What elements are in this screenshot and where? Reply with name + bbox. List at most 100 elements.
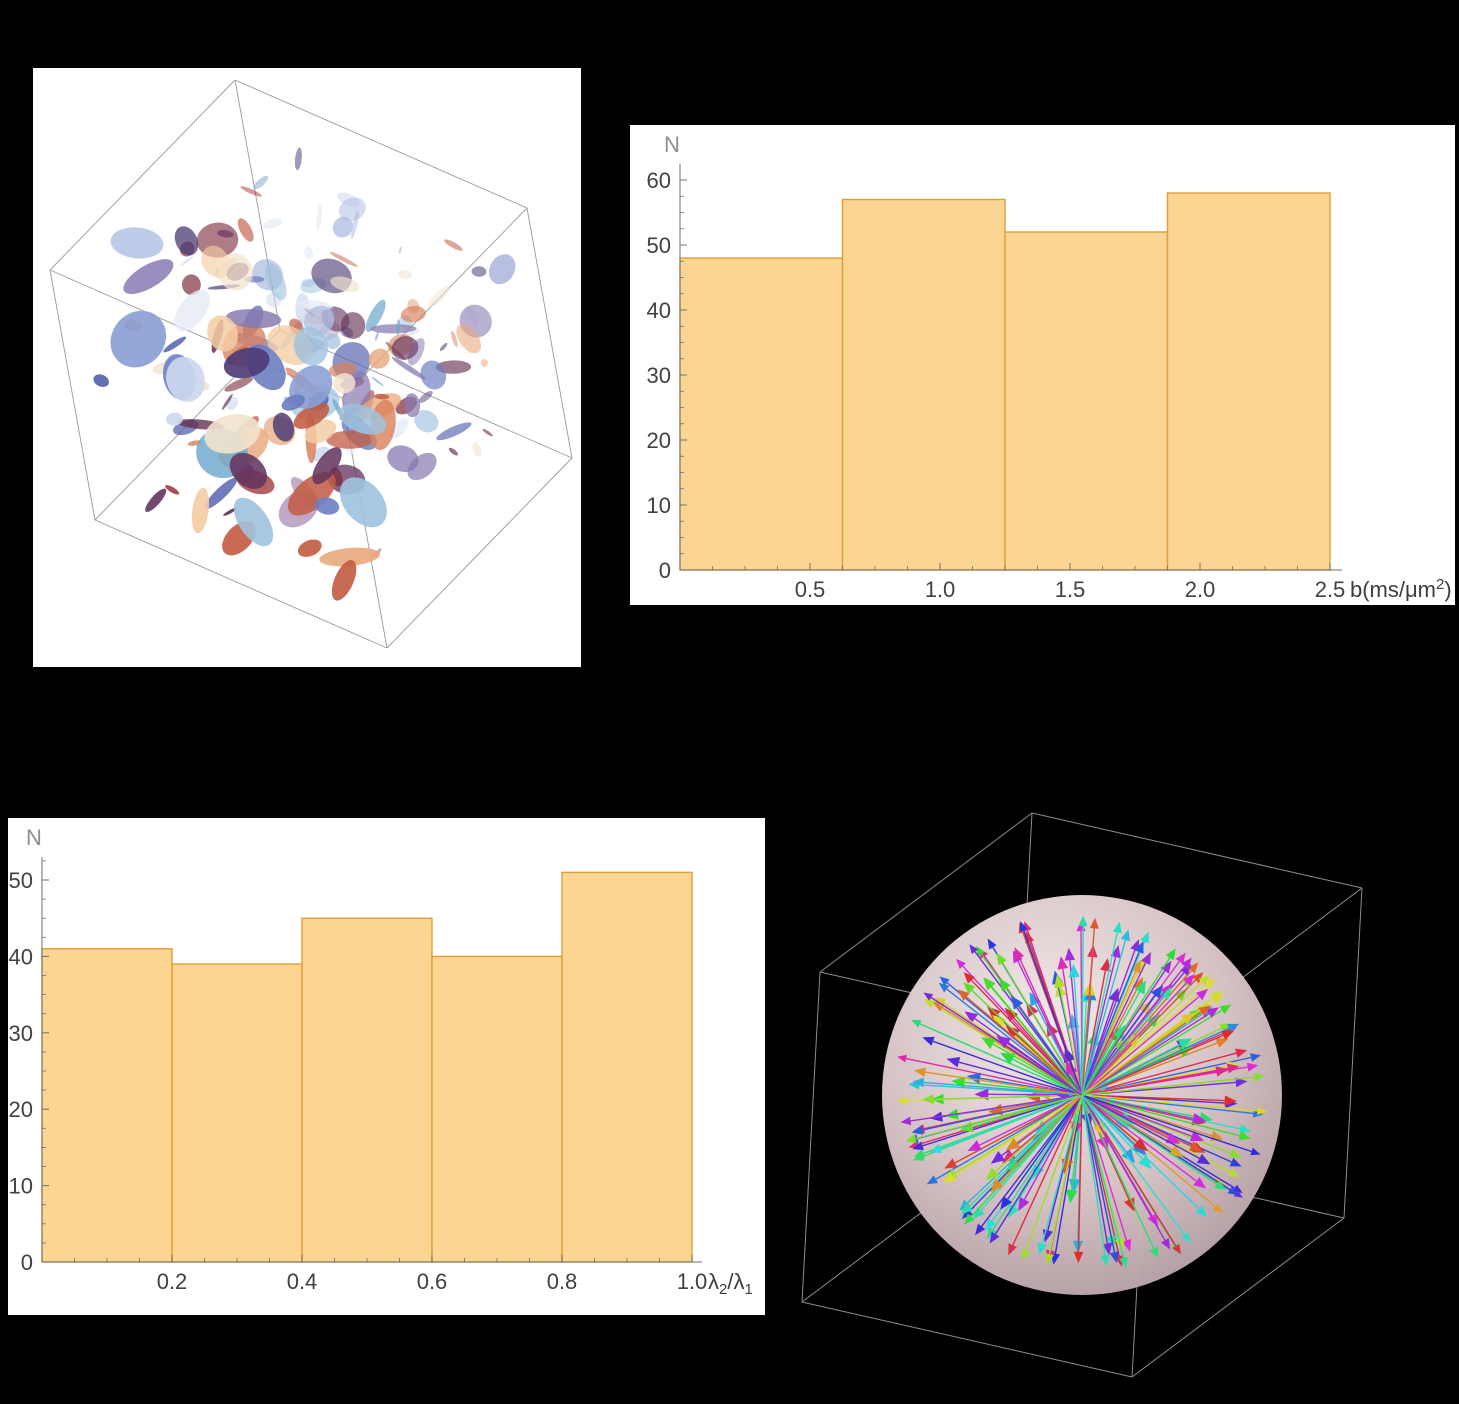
direction-arrow-head bbox=[1000, 1052, 1016, 1065]
tensor-glyph bbox=[166, 412, 183, 426]
direction-arrow-shaft bbox=[922, 1094, 1083, 1147]
direction-arrow-head bbox=[1172, 1244, 1181, 1255]
direction-arrow-head bbox=[1210, 991, 1222, 1002]
box-edge bbox=[49, 269, 96, 521]
direction-sphere-panel bbox=[800, 800, 1420, 1400]
direction-arrow-head bbox=[961, 1207, 973, 1220]
tensor-glyph bbox=[165, 485, 180, 495]
direction-arrow-head bbox=[896, 1096, 907, 1105]
direction-arrow-shaft bbox=[1081, 1094, 1116, 1253]
tensor-glyph bbox=[332, 216, 353, 238]
box-edge bbox=[1343, 887, 1363, 1219]
direction-arrow-shaft bbox=[1007, 1094, 1083, 1200]
direction-arrow-head bbox=[1037, 1242, 1048, 1256]
direction-arrow-shaft bbox=[954, 1094, 1083, 1164]
direction-arrow-head bbox=[938, 982, 950, 993]
direction-arrow-head bbox=[1183, 974, 1195, 986]
direction-arrow-shaft bbox=[1081, 1094, 1225, 1102]
direction-arrow-shaft bbox=[1077, 1094, 1083, 1252]
histogram-bar bbox=[431, 955, 563, 1263]
direction-arrow-shaft bbox=[915, 1094, 1083, 1140]
direction-arrow-shaft bbox=[1081, 1094, 1200, 1160]
direction-arrow-head bbox=[1112, 921, 1122, 934]
direction-arrow-head bbox=[1193, 1177, 1207, 1189]
direction-arrow-head bbox=[1239, 1124, 1252, 1134]
direction-arrow-shaft bbox=[1041, 1094, 1083, 1244]
x-tick-label: 1.0 bbox=[925, 577, 956, 602]
tensor-glyph bbox=[281, 394, 305, 411]
direction-arrow-head bbox=[1212, 1203, 1224, 1214]
direction-arrow-shaft bbox=[978, 1094, 1083, 1146]
tensor-glyph bbox=[480, 359, 488, 367]
direction-arrow-head bbox=[1187, 962, 1199, 974]
direction-arrow-head bbox=[975, 945, 985, 957]
direction-arrow-head bbox=[1089, 917, 1099, 929]
tensor-glyph bbox=[294, 147, 302, 171]
y-axis-label: N bbox=[26, 825, 42, 850]
box-edge bbox=[386, 457, 573, 649]
direction-arrow-head bbox=[1165, 948, 1176, 961]
direction-arrow-head bbox=[1177, 1038, 1193, 1050]
tensor-glyph bbox=[163, 336, 187, 353]
box-edge bbox=[819, 812, 1033, 973]
tensor-glyph bbox=[338, 197, 366, 222]
direction-arrow-head bbox=[1141, 951, 1151, 965]
y-tick-label: 0 bbox=[659, 558, 671, 583]
tensor-glyph bbox=[328, 362, 357, 378]
direction-arrow-shaft bbox=[1023, 930, 1083, 1096]
x-tick-label: 0.2 bbox=[157, 1269, 188, 1294]
direction-arrow-head bbox=[934, 997, 947, 1007]
tensor-glyph bbox=[326, 430, 374, 449]
y-tick-label: 30 bbox=[9, 1021, 33, 1046]
direction-arrow-head bbox=[956, 958, 966, 969]
direction-arrow-head bbox=[1196, 1153, 1211, 1165]
direction-arrow-head bbox=[1067, 1013, 1080, 1029]
y-tick-label: 20 bbox=[647, 428, 671, 453]
histogram-bar bbox=[561, 871, 693, 1263]
tensor-glyph bbox=[237, 218, 254, 242]
direction-arrow-head bbox=[1134, 941, 1144, 954]
direction-arrow-shaft bbox=[995, 1094, 1083, 1173]
direction-arrow-head bbox=[1092, 1121, 1106, 1138]
direction-arrow-head bbox=[1214, 1180, 1227, 1191]
direction-arrow-shaft bbox=[1081, 1034, 1224, 1096]
direction-arrow-shaft bbox=[1018, 957, 1083, 1096]
b-histogram-chart: 0.5 1.0 1.5 2.0 2.5 0 10 20 30 40 50 60 Nb(ms/μm2) bbox=[647, 132, 1452, 602]
direction-sphere-3d-plot bbox=[801, 812, 1363, 1378]
tensor-glyph bbox=[145, 488, 167, 512]
direction-arrow-head bbox=[913, 1152, 925, 1161]
direction-arrow-head bbox=[1054, 974, 1066, 989]
direction-arrow-head bbox=[1002, 1149, 1017, 1164]
direction-arrow-shaft bbox=[970, 979, 1083, 1096]
x-tick-label: 1.5 bbox=[1055, 577, 1086, 602]
direction-arrow-head bbox=[1204, 978, 1216, 989]
direction-arrow-shaft bbox=[1081, 965, 1186, 1096]
direction-arrow-head bbox=[1096, 1135, 1109, 1152]
direction-arrow-shaft bbox=[1081, 1094, 1155, 1249]
direction-arrow-head bbox=[969, 944, 979, 955]
box-edge bbox=[801, 1301, 1133, 1378]
direction-arrow-shaft bbox=[994, 1094, 1083, 1235]
direction-arrow-shaft bbox=[1081, 995, 1200, 1096]
direction-arrow-shaft bbox=[1007, 1042, 1083, 1096]
direction-arrow-head bbox=[1121, 1148, 1136, 1164]
direction-arrow-head bbox=[998, 977, 1011, 992]
tensor-glyph bbox=[368, 348, 390, 369]
direction-arrow-head bbox=[1029, 991, 1041, 1007]
direction-arrow-head bbox=[1000, 1196, 1013, 1210]
direction-arrow-head bbox=[1192, 1113, 1207, 1124]
direction-arrow-head bbox=[1192, 972, 1204, 984]
box-edge bbox=[801, 971, 821, 1303]
direction-arrow-head bbox=[1235, 1048, 1248, 1058]
direction-arrow-head bbox=[981, 1037, 996, 1050]
tensor-glyph bbox=[488, 254, 516, 285]
direction-arrow-head bbox=[996, 1035, 1011, 1049]
direction-arrow-shaft bbox=[992, 1094, 1083, 1230]
direction-arrow-head bbox=[1227, 1023, 1240, 1033]
direction-arrow-head bbox=[1064, 947, 1076, 961]
direction-arrow-shaft bbox=[935, 1094, 1083, 1180]
box-edge bbox=[279, 329, 573, 459]
tensor-glyph bbox=[204, 477, 238, 510]
direction-arrow-head bbox=[1134, 980, 1146, 995]
direction-arrow-shaft bbox=[1081, 957, 1171, 1096]
